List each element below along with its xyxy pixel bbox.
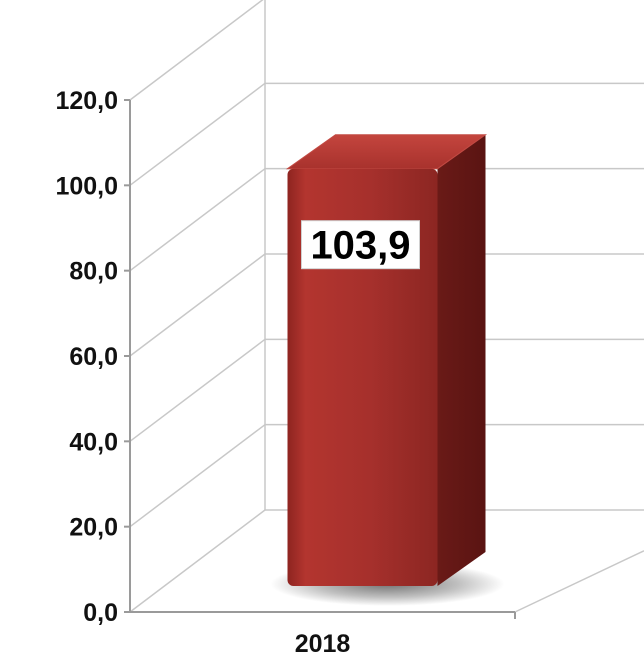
y-tick-label: 120,0	[55, 87, 118, 115]
bar-front-face	[287, 168, 438, 586]
gridline-diagonal	[129, 338, 266, 442]
gridline-diagonal	[129, 424, 266, 528]
data-label: 103,9	[301, 220, 420, 270]
gridline	[129, 0, 264, 101]
y-tick-label: 60,0	[69, 343, 118, 371]
y-tick-label: 40,0	[69, 428, 118, 456]
bar-top-face	[285, 134, 488, 170]
gridline	[129, 82, 644, 186]
y-tick-label: 0,0	[83, 599, 118, 627]
bar-side-face	[437, 134, 486, 586]
gridline-diagonal	[129, 253, 266, 357]
y-tick-label: 100,0	[55, 172, 118, 200]
gridline-diagonal	[129, 168, 266, 272]
y-tick-label: 80,0	[69, 258, 118, 286]
gridline-diagonal	[129, 82, 266, 186]
gridline-diagonal	[129, 0, 264, 101]
y-tick-label: 20,0	[69, 514, 118, 542]
x-category-label: 2018	[295, 630, 351, 658]
floor-edge	[514, 550, 644, 613]
bar-2018	[270, 134, 505, 606]
data-label-box	[301, 220, 420, 270]
data-label-text: 103,9	[310, 224, 410, 268]
y-axis-ticks: 0,0 20,0 40,0 60,0 80,0 100,0 120,0	[55, 87, 130, 627]
gridline-diagonal	[129, 509, 266, 613]
bars	[270, 134, 505, 606]
labels: 103,9 2018	[295, 220, 420, 658]
